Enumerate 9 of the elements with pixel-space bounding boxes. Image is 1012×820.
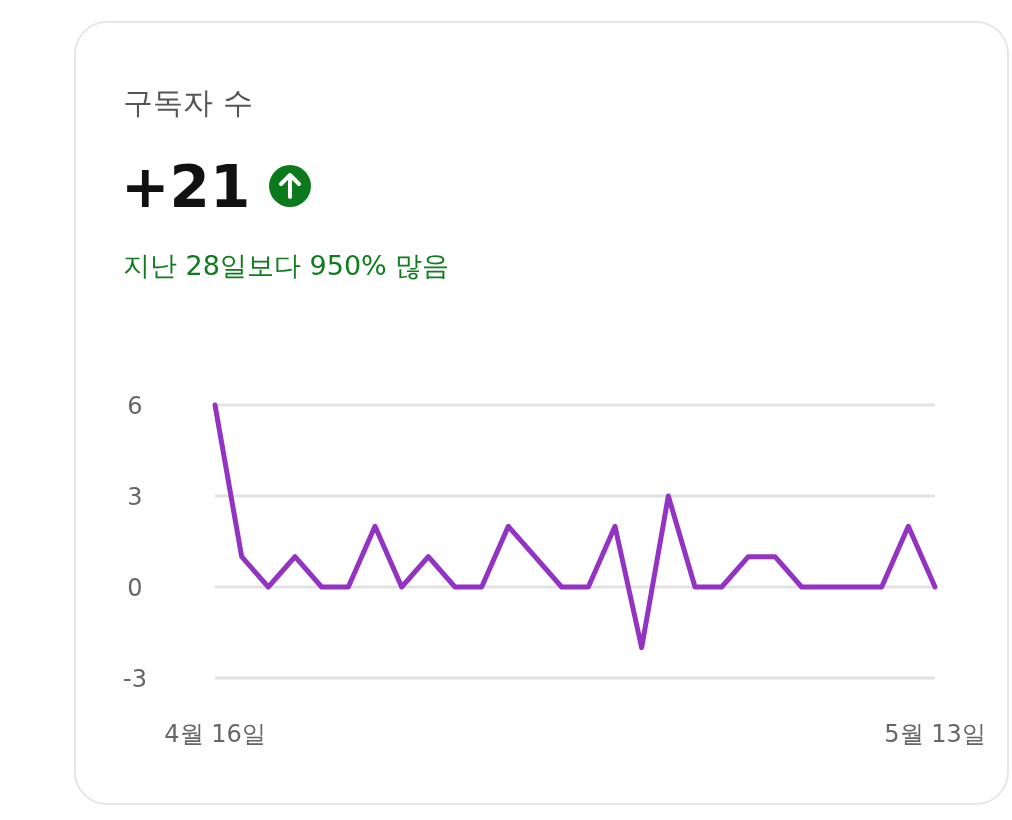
chart-title: 구독자 수 — [123, 85, 253, 120]
y-tick-label: -3 — [123, 665, 147, 693]
y-tick-label: 0 — [127, 574, 143, 602]
x-tick-label: 5월 13일 — [884, 720, 986, 748]
text: 지난 28일보다 950% 많음 — [123, 250, 450, 281]
chart-subtitle: +21 — [121, 153, 251, 221]
y-tick-label: 6 — [127, 392, 143, 420]
y-tick-label: 3 — [127, 483, 143, 511]
x-tick-label: 4월 16일 — [164, 720, 266, 748]
